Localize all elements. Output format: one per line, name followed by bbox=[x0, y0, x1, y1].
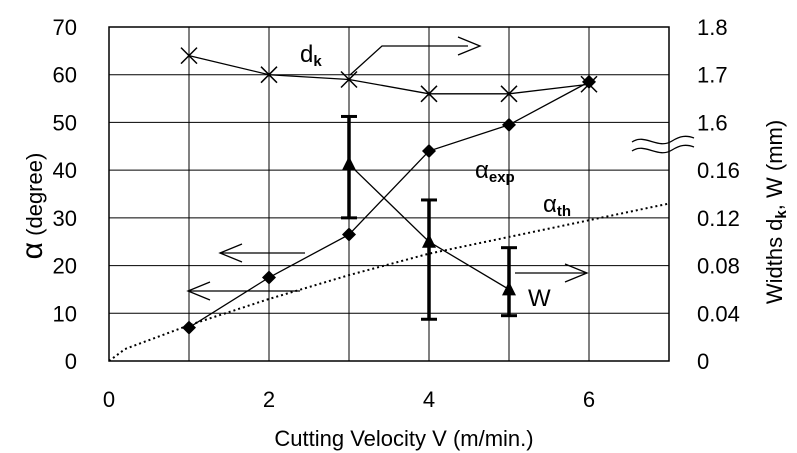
data-point-triangle bbox=[422, 233, 436, 248]
series-line-diamond bbox=[188, 81, 590, 329]
alpha-left-arrow-1-head bbox=[218, 243, 243, 263]
y-left-tick-label: 40 bbox=[53, 158, 77, 183]
y-right-tick-label: 1.6 bbox=[697, 110, 728, 135]
axis-ticks: 0 2 4 60102030405060701.61.71.800.040.080.1… bbox=[53, 15, 740, 412]
y-left-tick-label: 0 bbox=[65, 349, 77, 374]
y-right-tick-label: 1.7 bbox=[697, 63, 728, 88]
w-label: W bbox=[528, 285, 551, 312]
dk-label: dk bbox=[300, 41, 322, 70]
alpha-exp-main: α bbox=[475, 157, 489, 184]
y-right-tick-label: 0.08 bbox=[697, 254, 740, 279]
y-left-axis-title: α (degree) bbox=[16, 153, 49, 260]
dk-label-sub: k bbox=[313, 53, 322, 70]
data-point-diamond bbox=[262, 270, 276, 285]
data-point-diamond bbox=[182, 320, 196, 335]
series-line-x bbox=[188, 54, 590, 95]
y-left-tick-label: 30 bbox=[53, 206, 77, 231]
x-tick-label: 2 bbox=[263, 387, 275, 412]
y-right-tick-label: 0 bbox=[697, 349, 709, 374]
y-right-title-suffix: , W (mm) bbox=[762, 120, 787, 210]
y-left-tick-label: 50 bbox=[53, 110, 77, 135]
dk-right-arrow-head bbox=[457, 36, 482, 56]
alpha-th-label: αth bbox=[543, 191, 571, 220]
y-right-tick-label: 1.8 bbox=[697, 15, 728, 40]
plot-frame bbox=[108, 26, 670, 362]
dk-label-main: d bbox=[300, 41, 313, 68]
y-left-tick-label: 70 bbox=[53, 15, 77, 40]
w-right-arrow-head bbox=[564, 263, 589, 283]
axis-break-lower bbox=[631, 144, 695, 154]
alpha-left-arrow-2-head bbox=[186, 281, 211, 301]
data-point-diamond bbox=[582, 74, 596, 89]
data-point-x bbox=[180, 47, 198, 65]
x-tick-label: 6 bbox=[583, 387, 595, 412]
data-point-x bbox=[500, 85, 518, 103]
data-point-x bbox=[420, 85, 438, 103]
alpha-th-sub: th bbox=[557, 203, 571, 220]
data-point-diamond bbox=[342, 227, 356, 242]
y-right-title-sub: k bbox=[773, 210, 790, 219]
data-point-diamond bbox=[422, 144, 436, 159]
x-tick-label: 0 bbox=[103, 387, 115, 412]
y-right-title-prefix: Widths d bbox=[762, 219, 787, 305]
series-line-dotted bbox=[108, 202, 670, 362]
y-left-tick-label: 20 bbox=[53, 254, 77, 279]
alpha-exp-sub: exp bbox=[489, 169, 515, 186]
alpha-exp-label: αexp bbox=[475, 157, 515, 186]
y-right-tick-label: 0.12 bbox=[697, 206, 740, 231]
y-left-tick-label: 10 bbox=[53, 301, 77, 326]
y-right-tick-label: 0.04 bbox=[697, 301, 740, 326]
y-left-title-rest: (degree) bbox=[22, 153, 47, 242]
series-layer bbox=[108, 47, 670, 362]
y-right-axis-title: Widths dk, W (mm) bbox=[762, 120, 790, 304]
grid-lines bbox=[109, 27, 669, 361]
axis-break-upper bbox=[631, 135, 695, 145]
dk-right-arrow bbox=[349, 45, 468, 76]
alpha-th-main: α bbox=[543, 191, 557, 218]
data-point-triangle bbox=[502, 281, 516, 296]
y-right-tick-label: 0.16 bbox=[697, 158, 740, 183]
x-tick-label: 4 bbox=[423, 387, 435, 412]
x-axis-title: Cutting Velocity V (m/min.) bbox=[274, 426, 533, 451]
y-left-tick-label: 60 bbox=[53, 63, 77, 88]
data-point-x bbox=[260, 66, 278, 84]
data-point-x bbox=[340, 70, 358, 89]
data-point-diamond bbox=[502, 117, 516, 132]
annotations: dk αexp αth W bbox=[186, 36, 695, 312]
y-left-title-symbol: α bbox=[16, 242, 49, 259]
data-point-triangle bbox=[342, 156, 356, 171]
